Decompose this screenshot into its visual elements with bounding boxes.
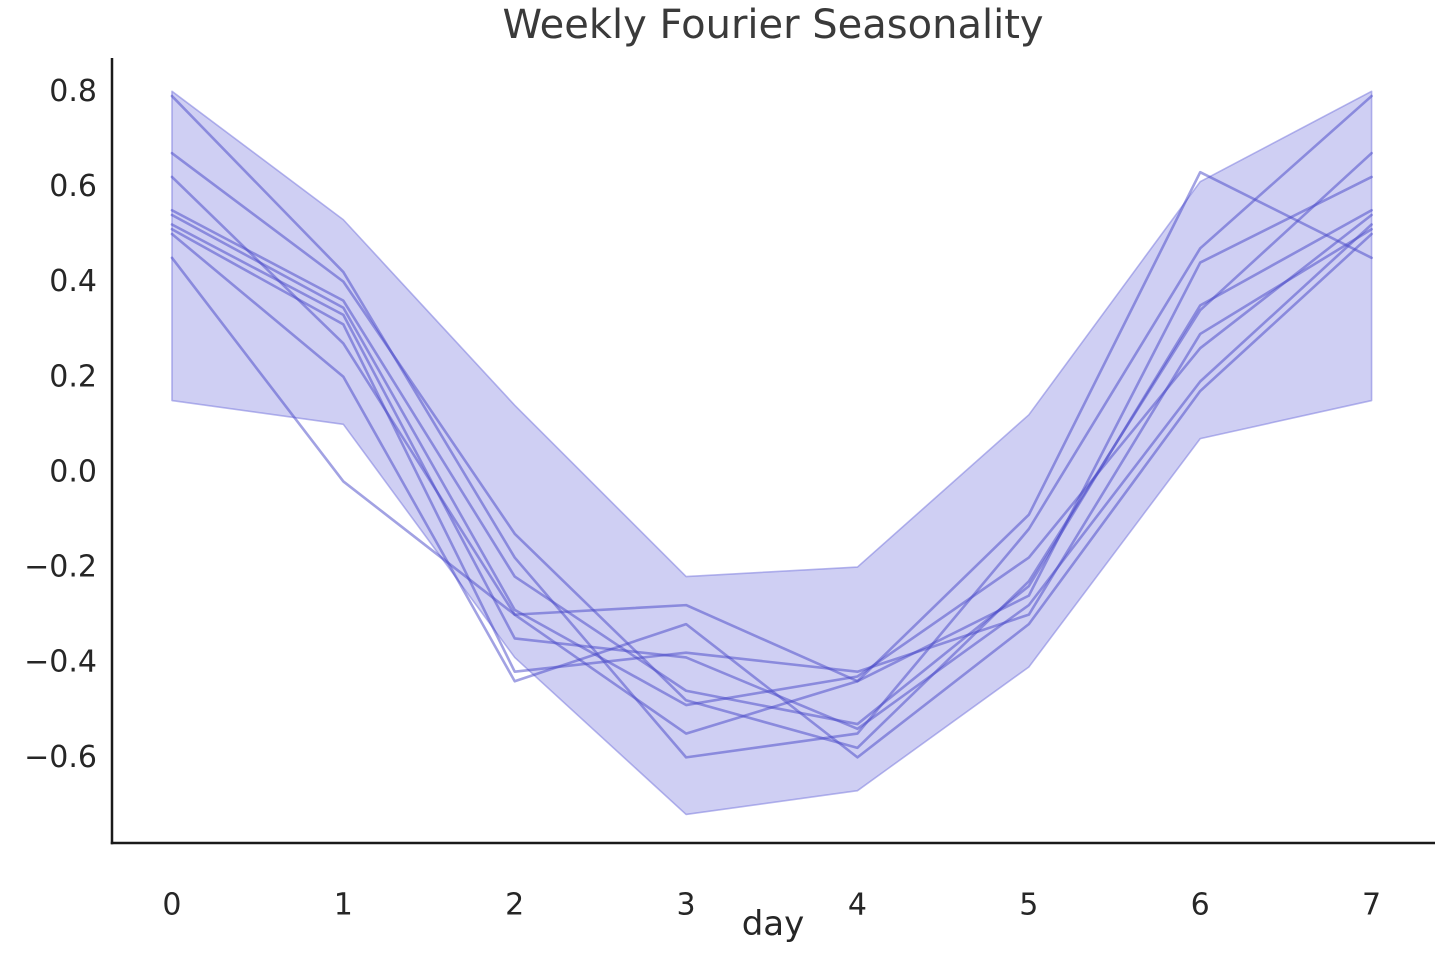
band-group: [171, 90, 1373, 816]
sample-line-sample-1: [170, 94, 1373, 759]
sample-line-sample-6: [170, 223, 1373, 731]
y-tick-label: −0.2: [24, 550, 97, 585]
x-tick-label: 1: [334, 888, 353, 923]
sample-line-sample-8: [170, 232, 1373, 759]
sample-line-sample-9: [170, 170, 1373, 683]
sample-line-sample-7: [170, 227, 1373, 674]
x-tick-label: 6: [1191, 888, 1210, 923]
x-tick-label: 5: [1019, 888, 1038, 923]
x-tick-label: 0: [162, 888, 181, 923]
x-tick-label: 4: [848, 888, 867, 923]
y-tick-label: 0.6: [49, 169, 97, 204]
y-tick-label: 0.8: [49, 74, 97, 109]
uncertainty-band: [171, 90, 1373, 816]
ticks-group: 0.8 0.6 0.4 0.2 0.0 −0.2 −0.4 −0.6 0 1 2 3 4 5 6 7: [24, 74, 1381, 923]
axes-group: [110, 58, 1435, 845]
x-tick-label: 2: [505, 888, 524, 923]
lines-group: [170, 94, 1373, 759]
x-tick-label: 7: [1362, 888, 1381, 923]
y-tick-label: 0.4: [49, 264, 97, 299]
y-tick-label: 0.2: [49, 359, 97, 394]
sample-line-sample-4: [170, 208, 1373, 726]
y-tick-label: −0.6: [24, 740, 97, 775]
sample-line-sample-2: [170, 151, 1373, 750]
y-tick-label: 0.0: [49, 454, 97, 489]
chart-title: Weekly Fourier Seasonality: [502, 2, 1043, 48]
x-tick-label: 3: [677, 888, 696, 923]
x-axis-label: day: [742, 904, 805, 944]
y-tick-label: −0.4: [24, 645, 97, 680]
